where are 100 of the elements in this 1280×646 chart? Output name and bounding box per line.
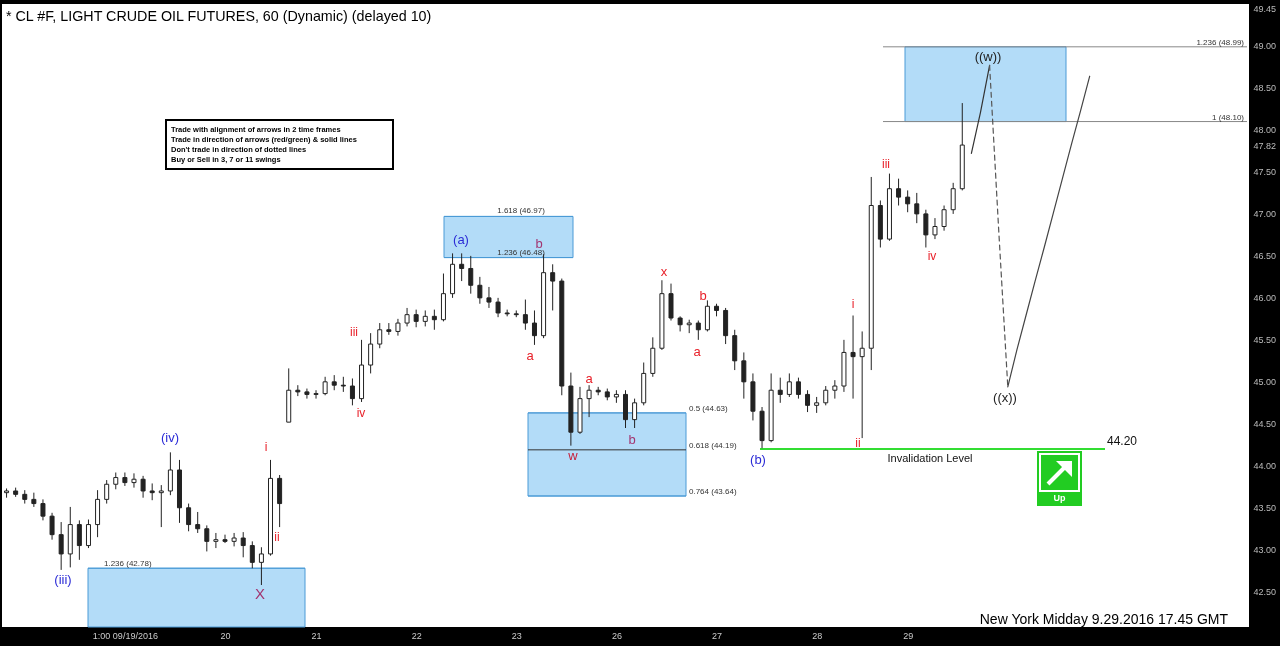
ref-line-label: 1.236 (48.99) [1196, 37, 1245, 47]
y-tick-label: 46.00 [1253, 293, 1277, 304]
candlestick [704, 299, 710, 332]
candlestick [586, 384, 592, 418]
candlestick [632, 398, 638, 429]
ref-line-label: Invalidation Level [887, 452, 973, 464]
candlestick [231, 532, 237, 547]
y-tick-label: 42.50 [1253, 587, 1277, 598]
candlestick [377, 322, 383, 349]
candlestick [431, 309, 437, 331]
y-tick-label: 47.82 [1253, 140, 1277, 151]
candlestick [777, 377, 783, 404]
candlestick [795, 377, 801, 400]
annotation: ((x)) [993, 390, 1017, 405]
ref-line-label: 0.5 (44.63) [689, 403, 729, 413]
x-tick-label: 23 [511, 630, 522, 641]
y-tick-label: 46.50 [1253, 251, 1277, 262]
candlestick [932, 217, 938, 240]
ref-line-label: 0.764 (43.64) [689, 487, 737, 497]
candlestick [695, 320, 701, 341]
candlestick [741, 351, 747, 400]
candlestick [213, 532, 219, 549]
annotation: ((w)) [974, 49, 1002, 64]
annotation: iii [882, 157, 890, 171]
candlestick [104, 479, 110, 505]
candlestick [31, 492, 37, 508]
y-tick-label: 44.50 [1253, 419, 1277, 430]
annotation: b [699, 288, 707, 303]
line-series [1007, 75, 1091, 388]
candlestick [322, 376, 328, 396]
annotation: Up [1052, 493, 1067, 504]
candlestick [240, 531, 246, 558]
ref-line-label: 1 (48.10) [1211, 112, 1245, 122]
annotation: w [567, 448, 579, 463]
candlestick [786, 372, 792, 398]
x-tick-label: 20 [220, 630, 231, 641]
candlestick [950, 182, 956, 215]
y-tick-label: 49.00 [1253, 41, 1277, 52]
y-tick-label: 48.50 [1253, 83, 1277, 94]
x-tick-label: 27 [712, 630, 723, 641]
annotation: New York Midday 9.29.2016 17.45 GMT [979, 611, 1228, 628]
y-tick-label: 47.50 [1253, 167, 1277, 178]
candlestick [495, 297, 501, 318]
candlestick [522, 299, 528, 331]
y-tick-label: 49.45 [1253, 3, 1277, 14]
annotation: a [585, 371, 594, 386]
candlestick [677, 315, 683, 332]
annotation: (a) [453, 232, 469, 247]
candlestick [477, 276, 483, 305]
annotation: (iii) [54, 572, 72, 587]
candlestick [413, 309, 419, 328]
annotation: X [254, 585, 266, 602]
annotation: i [264, 440, 268, 454]
annotation: ii [855, 436, 861, 450]
candlestick [941, 205, 947, 232]
candlestick [905, 189, 911, 213]
candlestick [85, 519, 91, 549]
x-tick-label: 1:00 09/19/2016 [92, 630, 158, 641]
candlestick [131, 472, 137, 489]
ref-line-label: 0.618 (44.19) [689, 440, 737, 450]
annotation: a [526, 348, 535, 363]
candlestick [76, 519, 82, 561]
candlestick [550, 263, 556, 311]
annotation: (iv) [160, 430, 180, 445]
candlestick [304, 388, 310, 400]
y-tick-label: 44.00 [1253, 461, 1277, 472]
candlestick [468, 255, 474, 295]
candlestick [914, 192, 920, 224]
candlestick [531, 309, 537, 346]
x-tick-label: 22 [411, 630, 422, 641]
candlestick [40, 498, 46, 521]
ref-line-label: 1.618 (46.97) [497, 206, 546, 216]
y-tick-label: 45.50 [1253, 335, 1277, 346]
annotation: a [693, 344, 702, 359]
candlestick [459, 252, 465, 282]
annotation: 44.20 [1107, 434, 1138, 448]
candlestick [896, 178, 902, 207]
candlestick [122, 472, 128, 487]
candlestick [368, 332, 374, 374]
annotation: i [851, 297, 855, 311]
candlestick [823, 385, 829, 406]
y-tick-label: 47.00 [1253, 209, 1277, 220]
annotation: x [660, 264, 668, 279]
candlestick [923, 209, 929, 248]
candlestick [167, 451, 173, 496]
candlestick [249, 540, 255, 569]
candlestick [313, 389, 319, 400]
candlestick [58, 521, 64, 571]
y-tick-label: 48.00 [1253, 125, 1277, 136]
candlestick [850, 315, 856, 400]
candlestick [486, 286, 492, 309]
candlestick [195, 511, 201, 534]
x-tick-label: 28 [812, 630, 823, 641]
candlestick [186, 503, 192, 532]
x-tick-label: 29 [903, 630, 914, 641]
x-tick-label: 21 [311, 630, 322, 641]
annotation: iv [927, 249, 937, 263]
candlestick [805, 389, 811, 413]
annotation: iv [356, 406, 366, 420]
chart-title: * CL #F, LIGHT CRUDE OIL FUTURES, 60 (Dynamic) (delayed 10) [6, 7, 432, 24]
